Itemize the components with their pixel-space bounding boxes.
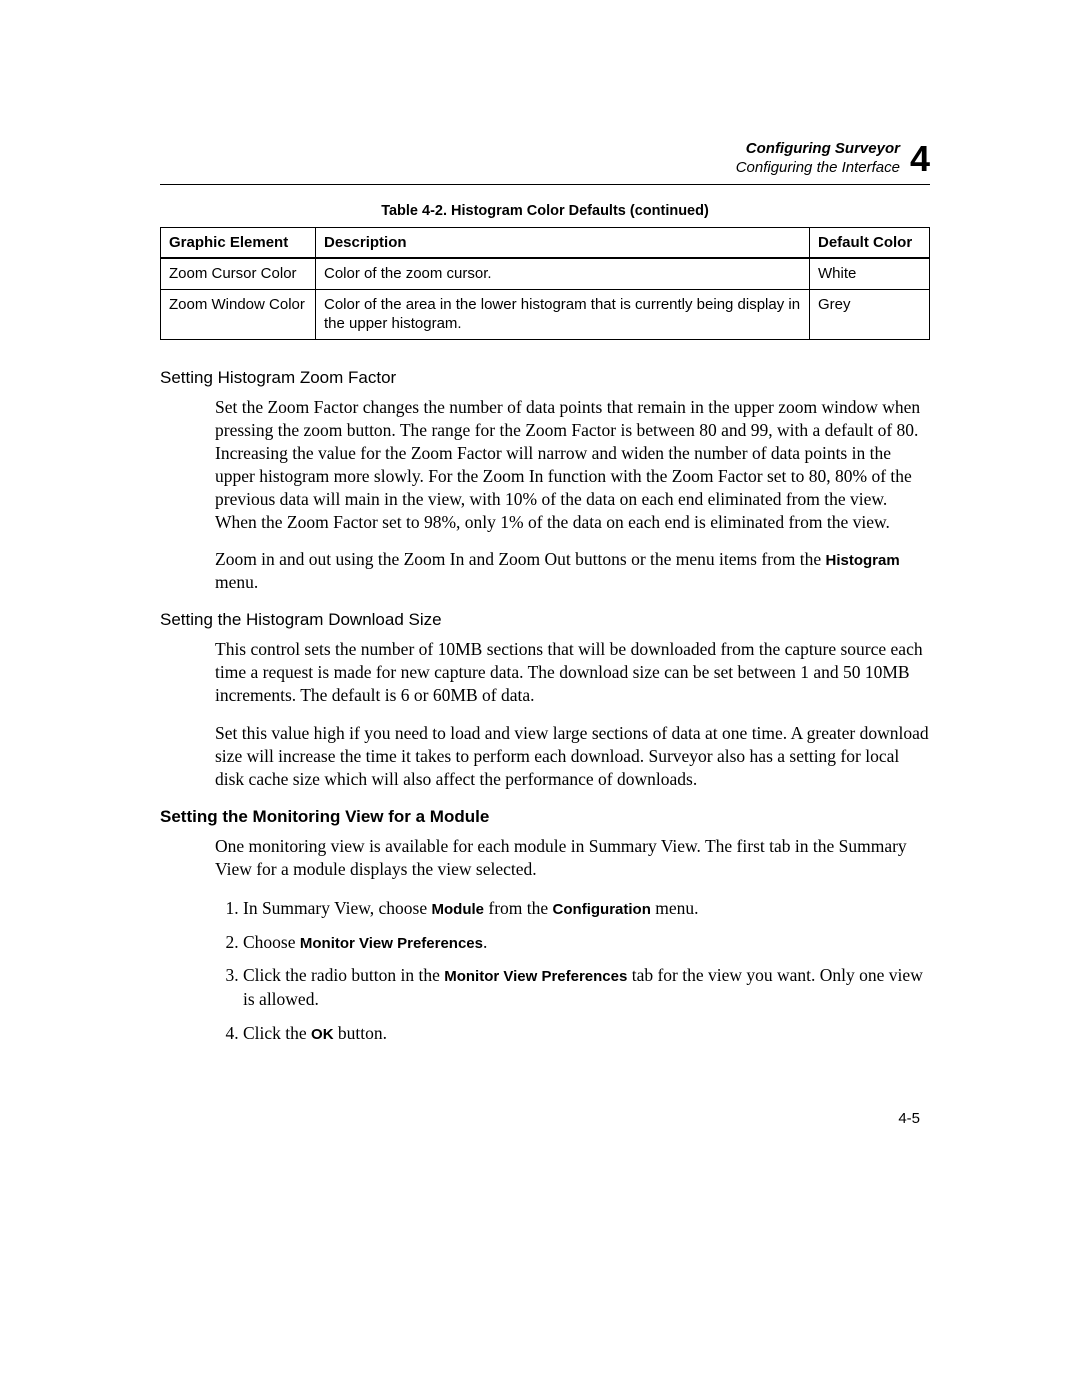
zoom-factor-body: Set the Zoom Factor changes the number o…: [215, 396, 930, 595]
cell-graphic-element: Zoom Cursor Color: [161, 258, 316, 289]
cell-description: Color of the zoom cursor.: [316, 258, 810, 289]
ui-term-monitor-view-preferences: Monitor View Preferences: [444, 968, 627, 985]
paragraph: Set this value high if you need to load …: [215, 722, 930, 791]
step-1: In Summary View, choose Module from the …: [243, 897, 930, 921]
ui-term-monitor-view-preferences: Monitor View Preferences: [300, 935, 483, 952]
ui-term-module: Module: [432, 901, 485, 918]
paragraph: One monitoring view is available for eac…: [215, 835, 930, 881]
table-caption: Table 4-2. Histogram Color Defaults (con…: [160, 203, 930, 219]
ui-term-histogram: Histogram: [825, 552, 899, 569]
col-default-color: Default Color: [810, 227, 930, 258]
col-graphic-element: Graphic Element: [161, 227, 316, 258]
chapter-number: 4: [910, 141, 930, 177]
paragraph: This control sets the number of 10MB sec…: [215, 638, 930, 707]
text: button.: [334, 1023, 387, 1043]
text: Choose: [243, 932, 300, 952]
monitoring-view-intro: One monitoring view is available for eac…: [215, 835, 930, 881]
running-header-text: Configuring Surveyor Configuring the Int…: [736, 140, 900, 178]
ui-term-ok: OK: [311, 1026, 334, 1043]
text: from the: [484, 898, 553, 918]
text: Click the radio button in the: [243, 965, 444, 985]
text: menu.: [215, 572, 258, 592]
cell-graphic-element: Zoom Window Color: [161, 289, 316, 339]
chapter-title: Configuring Surveyor: [736, 140, 900, 159]
col-description: Description: [316, 227, 810, 258]
paragraph: Set the Zoom Factor changes the number o…: [215, 396, 930, 535]
running-header: Configuring Surveyor Configuring the Int…: [160, 140, 930, 185]
text: menu.: [651, 898, 699, 918]
monitoring-view-steps: In Summary View, choose Module from the …: [215, 897, 930, 1045]
heading-monitoring-view: Setting the Monitoring View for a Module: [160, 807, 930, 827]
table-row: Zoom Window Color Color of the area in t…: [161, 289, 930, 339]
text: .: [483, 932, 487, 952]
section-title: Configuring the Interface: [736, 159, 900, 178]
heading-zoom-factor: Setting Histogram Zoom Factor: [160, 368, 930, 388]
paragraph: Zoom in and out using the Zoom In and Zo…: [215, 548, 930, 594]
download-size-body: This control sets the number of 10MB sec…: [215, 638, 930, 791]
text: In Summary View, choose: [243, 898, 432, 918]
ui-term-configuration: Configuration: [553, 901, 651, 918]
page-number: 4-5: [898, 1110, 920, 1127]
text: Click the: [243, 1023, 311, 1043]
page: Configuring Surveyor Configuring the Int…: [0, 0, 1080, 1397]
histogram-color-defaults-table: Graphic Element Description Default Colo…: [160, 227, 930, 340]
heading-download-size: Setting the Histogram Download Size: [160, 610, 930, 630]
cell-description: Color of the area in the lower histogram…: [316, 289, 810, 339]
table-row: Zoom Cursor Color Color of the zoom curs…: [161, 258, 930, 289]
text: Zoom in and out using the Zoom In and Zo…: [215, 549, 825, 569]
step-2: Choose Monitor View Preferences.: [243, 931, 930, 955]
step-3: Click the radio button in the Monitor Vi…: [243, 964, 930, 1011]
table-header-row: Graphic Element Description Default Colo…: [161, 227, 930, 258]
cell-default-color: White: [810, 258, 930, 289]
step-4: Click the OK button.: [243, 1022, 930, 1046]
cell-default-color: Grey: [810, 289, 930, 339]
